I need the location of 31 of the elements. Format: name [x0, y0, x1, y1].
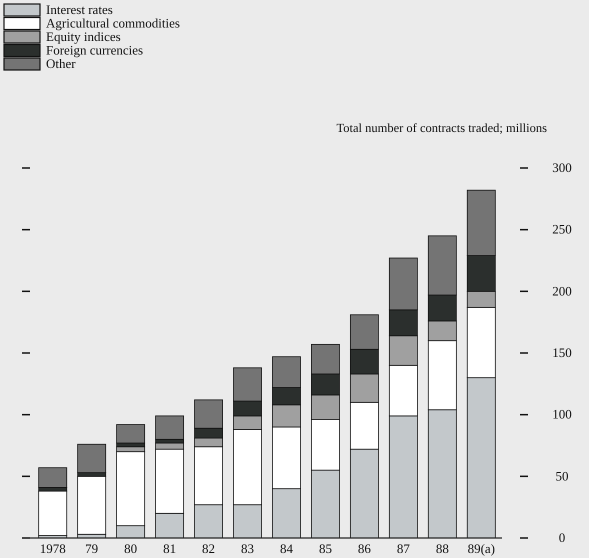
- legend-label: Equity indices: [46, 29, 121, 44]
- x-tick-label: 1978: [40, 541, 66, 556]
- y-tick-label: 50: [556, 468, 568, 484]
- x-tick-label: 85: [318, 541, 332, 556]
- x-tick-label: 80: [124, 541, 138, 556]
- bar: [38, 490, 68, 536]
- x-tick-label: 79: [85, 541, 98, 556]
- y-tick-label: 0: [558, 530, 566, 545]
- legend-label: Other: [46, 56, 76, 71]
- legend-label: Interest rates: [46, 2, 113, 17]
- y-tick-label: 200: [552, 283, 572, 298]
- y-axis-title: Total number of contracts traded; millions: [336, 121, 548, 135]
- x-tick-label: 82: [202, 541, 216, 556]
- x-tick-label: 84: [280, 541, 294, 556]
- y-tick-label: 100: [552, 406, 572, 422]
- y-tick-label: 300: [552, 160, 572, 175]
- x-tick-label: 83: [241, 541, 254, 556]
- bar: [77, 444, 106, 474]
- x-tick-label: 89(a): [468, 541, 496, 556]
- x-tick-label: 86: [358, 541, 372, 556]
- x-tick-label: 87: [396, 541, 410, 556]
- x-tick-label: 81: [163, 541, 176, 556]
- bar: [116, 424, 146, 444]
- legend-label: Agricultural commodities: [46, 16, 180, 30]
- x-tick-label: 88: [436, 541, 449, 556]
- y-tick-label: 150: [552, 345, 572, 360]
- legend-label: Foreign currencies: [46, 42, 144, 58]
- bar: [77, 476, 106, 535]
- y-tick-label: 250: [552, 222, 572, 237]
- bar: [155, 416, 184, 440]
- bar: [38, 467, 68, 488]
